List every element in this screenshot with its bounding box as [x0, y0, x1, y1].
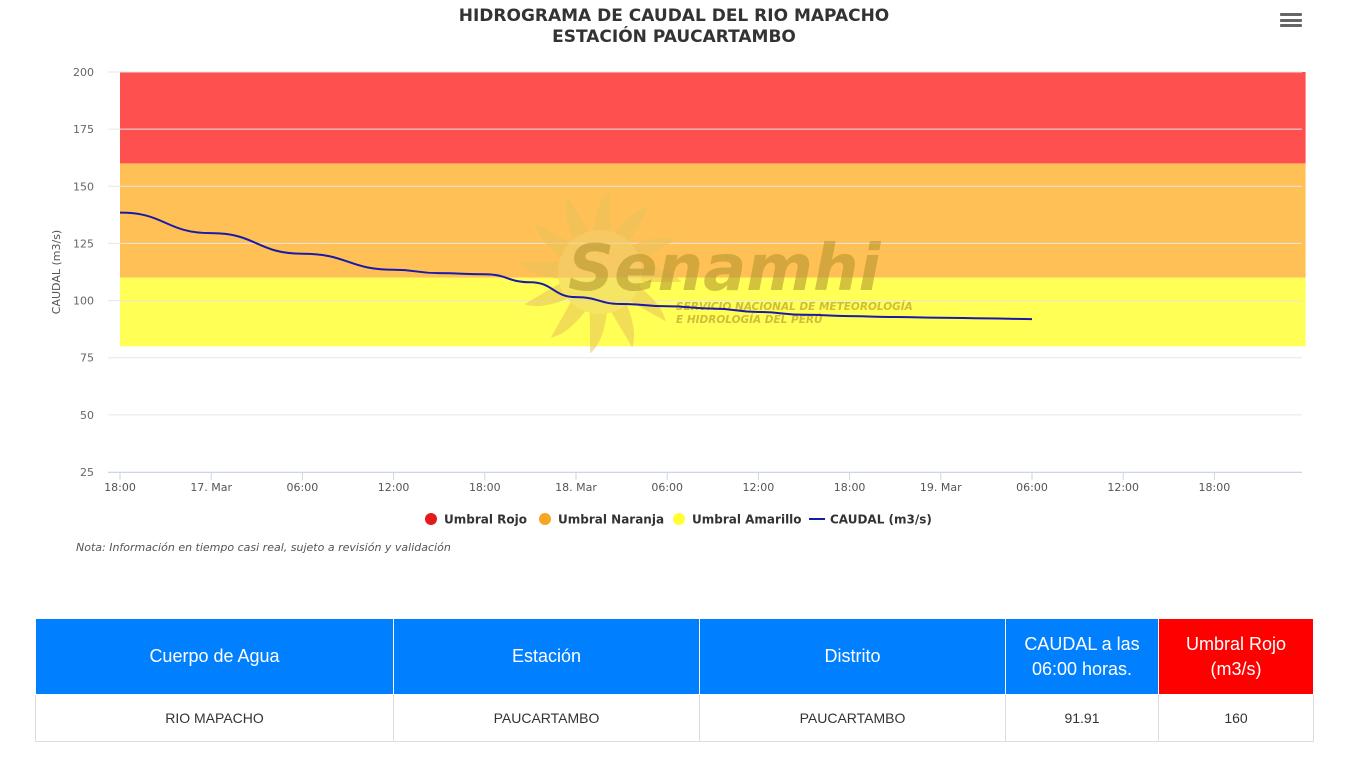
x-tick-label: 12:00 — [378, 481, 410, 494]
station-info-table: Cuerpo de Agua Estación Distrito CAUDAL … — [35, 618, 1314, 742]
x-tick-label: 12:00 — [1107, 481, 1139, 494]
x-tick-label: 12:00 — [743, 481, 775, 494]
cell-cuerpo-de-agua: RIO MAPACHO — [35, 694, 394, 742]
y-tick-label: 50 — [80, 409, 94, 422]
sun-ray-icon — [638, 264, 682, 283]
hydrograph-chart: 25 50 75 100 125 150 175 200 18:00 17. Mar 06:00 12… — [50, 66, 1306, 527]
chart-note: Nota: Información en tiempo casi real, s… — [76, 541, 451, 554]
x-tick-label: 19. Mar — [920, 481, 962, 494]
sun-ray-icon — [524, 282, 570, 307]
header-estacion: Estación — [393, 618, 700, 695]
x-tick-label: 18:00 — [1199, 481, 1231, 494]
sun-ray-icon — [592, 190, 611, 234]
hamburger-menu-icon[interactable] — [1280, 10, 1302, 30]
senamhi-watermark-logo — [518, 190, 682, 354]
legend-label: CAUDAL (m3/s) — [830, 513, 932, 527]
legend-label: Umbral Amarillo — [692, 513, 802, 527]
y-axis-title: CAUDAL (m3/s) — [50, 230, 63, 314]
table-row: RIO MAPACHO PAUCARTAMBO PAUCARTAMBO 91.9… — [35, 694, 1314, 742]
x-tick-label: 06:00 — [287, 481, 319, 494]
watermark-tagline-2: E HIDROLOGÍA DEL PERÚ — [676, 313, 823, 326]
header-caudal: CAUDAL a las 06:00 horas. — [1005, 618, 1159, 695]
cell-distrito: PAUCARTAMBO — [699, 694, 1006, 742]
x-tick-label: 18. Mar — [555, 481, 597, 494]
sun-core-icon — [558, 230, 642, 314]
x-tick-label: 06:00 — [1016, 481, 1048, 494]
sun-ray-icon — [610, 302, 635, 348]
cell-caudal: 91.91 — [1005, 694, 1159, 742]
y-tick-label: 25 — [80, 466, 94, 479]
x-tick-label: 18:00 — [469, 481, 501, 494]
legend-item[interactable]: Umbral Naranja — [539, 513, 664, 527]
y-tick-label: 175 — [73, 123, 94, 136]
y-tick-label: 200 — [73, 66, 94, 79]
legend-item[interactable]: CAUDAL (m3/s) — [809, 513, 932, 527]
legend-dot-icon — [425, 513, 437, 525]
chart-title: HIDROGRAMA DE CAUDAL DEL RIO MAPACHO — [458, 6, 890, 26]
legend-item[interactable]: Umbral Amarillo — [673, 513, 802, 527]
x-tick-label: 06:00 — [651, 481, 683, 494]
sun-ray-icon — [550, 300, 587, 338]
cell-estacion: PAUCARTAMBO — [393, 694, 700, 742]
y-tick-label: 100 — [73, 295, 94, 308]
watermark-tagline-1: SERVICIO NACIONAL DE METEOROLOGÍA — [676, 300, 913, 313]
table-header-row: Cuerpo de Agua Estación Distrito CAUDAL … — [35, 618, 1314, 695]
sun-ray-icon — [518, 261, 562, 280]
sun-ray-icon — [589, 310, 608, 354]
sun-ray-icon — [613, 206, 650, 244]
caudal-series-line — [119, 211, 1033, 321]
chart-subtitle: ESTACIÓN PAUCARTAMBO — [552, 27, 796, 47]
sun-ray-icon — [630, 237, 676, 262]
threshold-band-0 — [120, 72, 1306, 164]
legend-item[interactable]: Umbral Rojo — [425, 513, 527, 527]
sun-ray-icon — [628, 285, 666, 322]
y-tick-label: 150 — [73, 180, 94, 193]
watermark-brand: Senamhi — [568, 232, 882, 306]
legend-label: Umbral Rojo — [444, 513, 527, 527]
x-tick-label: 18:00 — [834, 481, 866, 494]
y-tick-label: 125 — [73, 237, 94, 250]
legend-dot-icon — [539, 513, 551, 525]
header-cuerpo-de-agua: Cuerpo de Agua — [35, 618, 394, 695]
header-umbral-rojo: Umbral Rojo (m3/s) — [1158, 618, 1314, 695]
header-distrito: Distrito — [699, 618, 1006, 695]
legend-dot-icon — [673, 513, 685, 525]
cell-umbral-rojo: 160 — [1158, 694, 1314, 742]
sun-ray-icon — [565, 196, 590, 242]
sun-ray-icon — [534, 222, 572, 259]
legend-label: Umbral Naranja — [558, 513, 664, 527]
x-tick-label: 17. Mar — [190, 481, 232, 494]
chart-container: 25 50 75 100 125 150 175 200 18:00 17. Mar 06:00 12… — [50, 6, 1306, 554]
x-tick-label: 18:00 — [104, 481, 136, 494]
y-tick-label: 75 — [80, 352, 94, 365]
threshold-band-1 — [120, 163, 1306, 278]
threshold-band-2 — [120, 277, 1306, 347]
chart-legend: Umbral Rojo Umbral Naranja Umbral Amarillo… — [425, 513, 932, 527]
